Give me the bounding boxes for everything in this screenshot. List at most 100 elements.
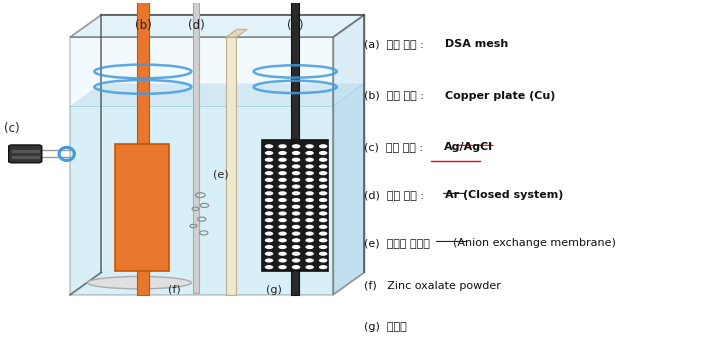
Ellipse shape <box>319 158 328 162</box>
Ellipse shape <box>265 178 273 182</box>
Ellipse shape <box>265 252 273 256</box>
Ellipse shape <box>319 258 328 262</box>
Ellipse shape <box>292 252 300 256</box>
Ellipse shape <box>292 265 300 269</box>
Text: (g)  전해질: (g) 전해질 <box>364 322 407 332</box>
Text: (a): (a) <box>287 18 304 32</box>
Ellipse shape <box>319 252 328 256</box>
Ellipse shape <box>305 164 314 169</box>
FancyBboxPatch shape <box>115 143 169 271</box>
Ellipse shape <box>319 178 328 182</box>
Ellipse shape <box>292 225 300 229</box>
Ellipse shape <box>278 198 287 202</box>
Ellipse shape <box>319 211 328 216</box>
Ellipse shape <box>305 185 314 189</box>
Ellipse shape <box>292 218 300 222</box>
Ellipse shape <box>278 258 287 262</box>
Ellipse shape <box>319 164 328 169</box>
Ellipse shape <box>278 205 287 209</box>
Ellipse shape <box>305 151 314 155</box>
Ellipse shape <box>292 245 300 249</box>
Ellipse shape <box>305 205 314 209</box>
Ellipse shape <box>305 245 314 249</box>
Ellipse shape <box>265 144 273 148</box>
Ellipse shape <box>278 225 287 229</box>
Ellipse shape <box>292 185 300 189</box>
Ellipse shape <box>278 151 287 155</box>
Ellipse shape <box>265 225 273 229</box>
Text: (e)  음이온 교환막: (e) 음이온 교환막 <box>364 238 434 248</box>
Ellipse shape <box>265 218 273 222</box>
Ellipse shape <box>278 158 287 162</box>
FancyBboxPatch shape <box>262 140 328 271</box>
Text: Ag/AgCl: Ag/AgCl <box>444 142 493 152</box>
Ellipse shape <box>305 252 314 256</box>
Ellipse shape <box>305 225 314 229</box>
Text: Ar (Closed system): Ar (Closed system) <box>445 190 564 200</box>
Ellipse shape <box>265 158 273 162</box>
Ellipse shape <box>305 211 314 216</box>
Ellipse shape <box>265 151 273 155</box>
Ellipse shape <box>278 252 287 256</box>
Text: (f)   Zinc oxalate powder: (f) Zinc oxalate powder <box>364 281 501 291</box>
Ellipse shape <box>265 205 273 209</box>
Ellipse shape <box>292 198 300 202</box>
Text: (c): (c) <box>4 122 19 135</box>
Ellipse shape <box>319 144 328 148</box>
Polygon shape <box>70 83 364 106</box>
Ellipse shape <box>278 164 287 169</box>
Ellipse shape <box>305 231 314 236</box>
Ellipse shape <box>305 158 314 162</box>
Polygon shape <box>291 0 299 295</box>
Text: (d): (d) <box>188 18 205 32</box>
Ellipse shape <box>319 198 328 202</box>
Text: (f): (f) <box>167 284 181 295</box>
Ellipse shape <box>265 171 273 175</box>
Ellipse shape <box>292 171 300 175</box>
Ellipse shape <box>305 144 314 148</box>
Polygon shape <box>70 37 333 295</box>
Ellipse shape <box>292 191 300 195</box>
Ellipse shape <box>292 238 300 243</box>
Ellipse shape <box>319 205 328 209</box>
Text: (b): (b) <box>134 18 151 32</box>
Text: (b)  반응 전극 :: (b) 반응 전극 : <box>364 90 428 101</box>
Text: (e): (e) <box>212 170 228 179</box>
Ellipse shape <box>265 238 273 243</box>
Ellipse shape <box>278 178 287 182</box>
Ellipse shape <box>292 164 300 169</box>
Ellipse shape <box>265 198 273 202</box>
Ellipse shape <box>305 265 314 269</box>
Ellipse shape <box>278 185 287 189</box>
Ellipse shape <box>265 265 273 269</box>
Ellipse shape <box>305 258 314 262</box>
Polygon shape <box>226 29 247 37</box>
Ellipse shape <box>278 144 287 148</box>
Ellipse shape <box>305 238 314 243</box>
Ellipse shape <box>278 171 287 175</box>
Ellipse shape <box>305 191 314 195</box>
Polygon shape <box>136 0 149 295</box>
Text: DSA mesh: DSA mesh <box>445 39 508 49</box>
Ellipse shape <box>305 171 314 175</box>
Ellipse shape <box>265 245 273 249</box>
Ellipse shape <box>319 265 328 269</box>
Ellipse shape <box>265 258 273 262</box>
Ellipse shape <box>87 276 191 289</box>
Text: Copper plate (Cu): Copper plate (Cu) <box>445 90 555 101</box>
Ellipse shape <box>319 238 328 243</box>
Ellipse shape <box>278 245 287 249</box>
Polygon shape <box>70 106 333 295</box>
Ellipse shape <box>265 231 273 236</box>
Ellipse shape <box>292 144 300 148</box>
Polygon shape <box>226 37 236 295</box>
FancyBboxPatch shape <box>11 155 39 159</box>
Ellipse shape <box>278 231 287 236</box>
Ellipse shape <box>278 211 287 216</box>
Text: (a)  상대 전극 :: (a) 상대 전극 : <box>364 39 427 49</box>
Text: (Anion exchange membrane): (Anion exchange membrane) <box>453 238 615 248</box>
Text: (g): (g) <box>266 284 283 295</box>
Ellipse shape <box>292 258 300 262</box>
Ellipse shape <box>265 191 273 195</box>
Ellipse shape <box>305 198 314 202</box>
